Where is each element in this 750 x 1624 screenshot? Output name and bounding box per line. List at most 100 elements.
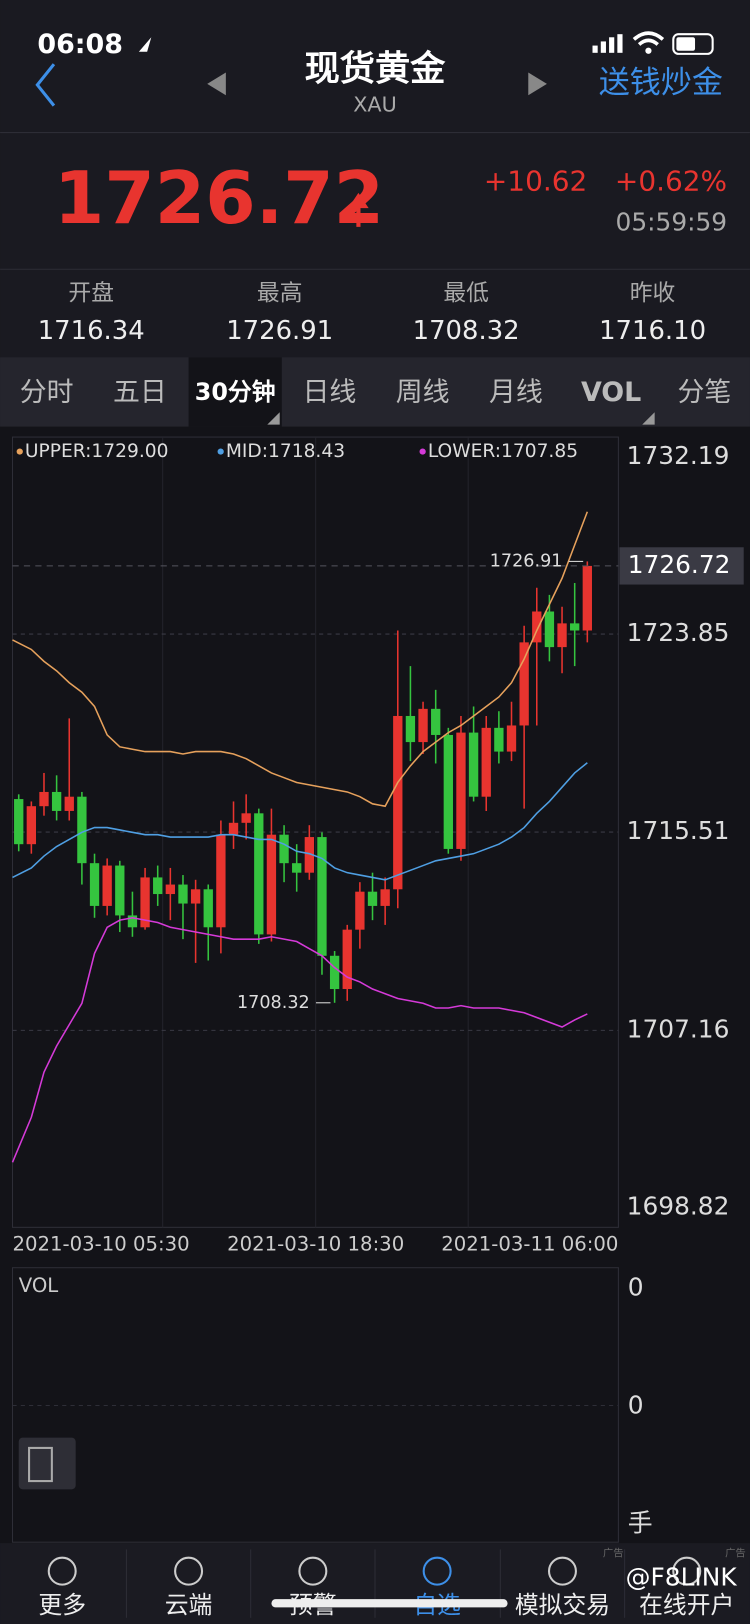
candle-body [355, 891, 365, 930]
y-tick-label: 1732.19 [627, 441, 730, 470]
stat-value: 1716.10 [599, 316, 706, 346]
tab[interactable]: 分时 [20, 377, 74, 408]
up-arrow [348, 192, 369, 227]
title: 现货黄金 [305, 48, 447, 89]
band-line [12, 762, 588, 881]
candle-body [26, 806, 37, 845]
candle-body [241, 813, 251, 823]
nav-icon [547, 1556, 577, 1586]
tabs: 分时 五日 30分钟 日线 周线 月线 VOL 分笔 [20, 377, 731, 408]
legend-dot [419, 448, 426, 455]
candle-body [279, 834, 289, 864]
candle-body [77, 796, 87, 864]
candle-body [127, 915, 138, 928]
nav-icon [47, 1556, 77, 1586]
tab-corner [267, 412, 280, 425]
battery-level [676, 37, 696, 51]
wifi-dot [645, 47, 652, 54]
nav-icon [422, 1556, 452, 1586]
candle-body [367, 891, 378, 906]
candlestick-chart: 1732.19 1723.85 1715.51 1707.16 1698.82 2021-… [11, 437, 744, 1255]
volume-unit: 手 [628, 1509, 653, 1538]
tab-corner [642, 412, 655, 425]
tab[interactable]: 30分钟 [195, 378, 276, 406]
band-line [12, 511, 589, 808]
last-price-box [619, 547, 744, 585]
battery [672, 33, 714, 55]
active-tab-bg [188, 357, 282, 427]
nav-icon [672, 1556, 702, 1586]
candle-body [380, 889, 390, 906]
candle-body [304, 837, 314, 873]
stat-value: 1716.34 [38, 316, 145, 346]
ad-tag: 广告 [725, 1547, 746, 1560]
legend-entry: LOWER:1707.85 [428, 441, 578, 462]
tab[interactable]: 月线 [489, 377, 543, 408]
nav-item[interactable]: 在线开户 [639, 1591, 734, 1619]
candle-body [102, 865, 112, 906]
candle-body [431, 708, 441, 735]
candle-body [557, 623, 567, 648]
status-time: 06:08 [37, 29, 123, 60]
back-button[interactable] [35, 63, 56, 107]
candle-body [89, 863, 100, 906]
candle-body [153, 877, 163, 895]
candle-body [570, 623, 580, 631]
tab[interactable]: VOL [581, 377, 641, 408]
stat-label: 最高 [257, 281, 303, 307]
stat-value: 1726.91 [226, 316, 333, 346]
candle-body [254, 813, 264, 935]
tab[interactable]: 日线 [303, 377, 357, 408]
candle-body [266, 834, 277, 935]
stats: 开盘 1716.34 最高 1726.91 最低 1708.32 昨收 1716.10 [38, 281, 706, 346]
tab-bar [0, 357, 750, 427]
y-tick-label: 1698.82 [627, 1192, 730, 1221]
nav-item[interactable]: 模拟交易 [515, 1591, 610, 1619]
candle-body [481, 727, 491, 797]
rotate-icon [28, 1446, 53, 1483]
signal-icon [592, 34, 623, 53]
candle-body [519, 642, 529, 726]
candle-body [51, 791, 62, 811]
candle-body [456, 732, 466, 849]
candle-body [64, 796, 74, 811]
watermark: @F8LINK [626, 1562, 738, 1591]
nav-item[interactable]: 云端 [165, 1591, 213, 1619]
prev-button[interactable] [207, 72, 226, 96]
location-icon [138, 37, 152, 52]
wifi-icon [632, 31, 665, 46]
candle-body [494, 727, 504, 752]
x-tick-label: 2021-03-10 05:30 [13, 1232, 190, 1255]
candle-body [405, 715, 416, 743]
candle-body [216, 834, 226, 928]
nav-icon [174, 1556, 204, 1586]
tab[interactable]: 五日 [113, 377, 167, 408]
legend-entry: UPPER:1729.00 [25, 441, 169, 462]
stat-value: 1708.32 [413, 316, 520, 346]
candle-body [317, 837, 327, 956]
tab[interactable]: 周线 [396, 377, 450, 408]
candle-body [544, 611, 555, 648]
stat-label: 最低 [443, 281, 489, 307]
candle-body [292, 863, 302, 873]
stat-label: 开盘 [68, 281, 114, 307]
candle-body [443, 734, 453, 849]
next-button[interactable] [528, 72, 547, 96]
candle-body [228, 822, 239, 835]
volume-tick: 0 [628, 1272, 644, 1301]
y-tick-label: 1707.16 [627, 1014, 730, 1043]
min-label: 1708.32 [237, 993, 310, 1013]
candle-body [203, 889, 213, 928]
last-price: 1726.72 [54, 157, 384, 241]
candle-body [393, 715, 403, 890]
rotate-button[interactable] [18, 1437, 76, 1490]
quote-time: 05:59:59 [616, 208, 728, 237]
promo-link[interactable]: 送钱炒金 [599, 65, 723, 101]
band-line [11, 917, 588, 1163]
tab[interactable]: 分笔 [677, 377, 731, 408]
nav-item[interactable]: 更多 [38, 1591, 86, 1619]
x-tick-label: 2021-03-10 18:30 [227, 1232, 404, 1255]
x-tick-label: 2021-03-11 06:00 [441, 1232, 618, 1255]
